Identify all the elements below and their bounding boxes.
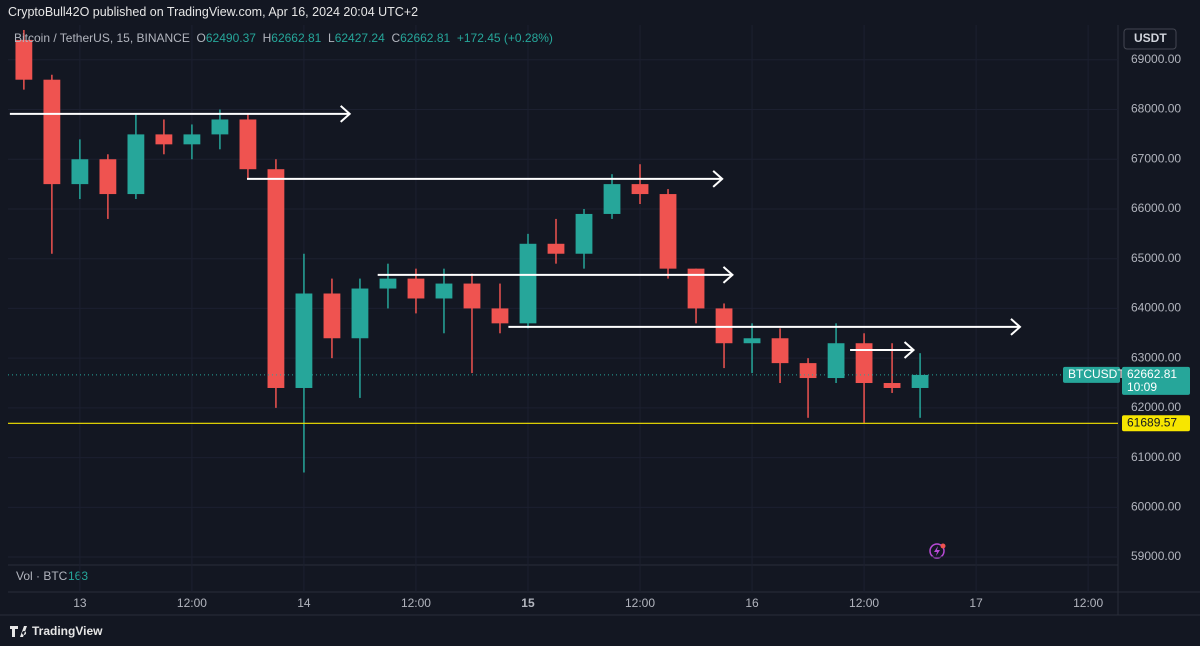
candle-body xyxy=(575,213,593,254)
symbol-label: BTCUSDT xyxy=(1068,367,1125,381)
publisher-line: CryptoBull42O published on TradingView.c… xyxy=(8,5,419,19)
alert-circle[interactable] xyxy=(929,543,945,559)
candle-body xyxy=(351,288,369,339)
price-label-bg xyxy=(1122,366,1190,395)
candle-body xyxy=(519,243,537,324)
candle-body xyxy=(547,243,565,254)
y-tick-label: 65000.00 xyxy=(1131,251,1181,265)
candle-body xyxy=(379,278,397,289)
y-tick-label: 69000.00 xyxy=(1131,52,1181,66)
arrow-head xyxy=(903,341,916,359)
candle-body xyxy=(267,169,285,388)
y-tick-label: 60000.00 xyxy=(1131,499,1181,513)
alert-bolt[interactable] xyxy=(934,546,940,556)
candle-body xyxy=(687,268,705,309)
candle-body xyxy=(323,293,341,339)
volume-label: Vol · BTC xyxy=(16,569,68,583)
arrow-head xyxy=(712,170,724,188)
low-value: 62427.24 xyxy=(334,31,385,45)
y-tick-label: 68000.00 xyxy=(1131,102,1181,116)
volume-value: 163 xyxy=(68,569,88,583)
brand-name: TradingView xyxy=(32,624,103,638)
candle-body xyxy=(15,39,33,80)
candle-body xyxy=(155,134,173,145)
countdown-label: 10:09 xyxy=(1127,380,1157,394)
x-tick-label: 17 xyxy=(969,596,983,610)
y-tick-label: 67000.00 xyxy=(1131,151,1181,165)
logo-icon xyxy=(10,626,27,637)
currency-label[interactable]: USDT xyxy=(1134,31,1167,45)
x-tick-label: 12:00 xyxy=(401,596,431,610)
horizontal-line-label: 61689.57 xyxy=(1127,415,1177,429)
candle-body xyxy=(407,278,425,299)
y-tick-label: 66000.00 xyxy=(1131,201,1181,215)
high-value: 62662.81 xyxy=(271,31,322,45)
candle-body xyxy=(239,119,257,170)
y-tick-label: 64000.00 xyxy=(1131,301,1181,315)
candle-body xyxy=(743,338,761,344)
open-value: 62490.37 xyxy=(205,31,256,45)
l-label: L xyxy=(328,31,335,45)
arrow-head xyxy=(340,105,352,123)
x-tick-label: 12:00 xyxy=(625,596,655,610)
arrow-head xyxy=(722,266,734,284)
candle-body xyxy=(435,283,453,299)
tradingview-logo xyxy=(10,626,27,637)
candle-body xyxy=(855,343,873,384)
candle-body xyxy=(127,134,145,195)
candle-body xyxy=(71,159,89,185)
candle-body xyxy=(799,363,817,379)
candle-body xyxy=(603,184,621,214)
candle-body xyxy=(911,374,929,388)
x-tick-label: 14 xyxy=(297,596,311,610)
candle-body xyxy=(491,308,509,324)
c-label: C xyxy=(391,31,401,45)
horizontal-line-label-bg xyxy=(1122,415,1190,432)
arrow-head xyxy=(1010,318,1022,336)
candle-body xyxy=(463,283,481,309)
x-tick-label: 12:00 xyxy=(177,596,207,610)
candle-body xyxy=(295,293,313,388)
price-label: 62662.81 xyxy=(1127,367,1177,381)
candle-body xyxy=(771,338,789,364)
h-label: H xyxy=(262,31,272,45)
close-value: 62662.81 xyxy=(400,31,451,45)
candle-body xyxy=(183,134,201,145)
currency-button[interactable] xyxy=(1123,28,1177,50)
candle-body xyxy=(715,308,733,344)
plot xyxy=(8,25,1118,592)
x-tick-label: 13 xyxy=(73,596,87,610)
candle-body xyxy=(883,383,901,388)
candle-body xyxy=(99,159,117,195)
candle-body xyxy=(827,343,845,379)
x-tick-label: 15 xyxy=(521,596,535,610)
x-tick-label: 16 xyxy=(745,596,759,610)
change-value: +172.45 (+0.28%) xyxy=(456,31,553,45)
alert-dot[interactable] xyxy=(940,543,946,549)
x-tick-label: 12:00 xyxy=(1073,596,1103,610)
symbol: Bitcoin / TetherUS, 15, BINANCE xyxy=(14,31,190,45)
y-tick-label: 62000.00 xyxy=(1131,400,1181,414)
candle-body xyxy=(631,184,649,195)
alert-icon[interactable] xyxy=(929,543,946,559)
candle-body xyxy=(211,119,229,135)
y-tick-label: 61000.00 xyxy=(1131,450,1181,464)
o-label: O xyxy=(196,31,206,45)
legend: Bitcoin / TetherUS, 15, BINANCE O 62490.3… xyxy=(14,31,553,45)
x-tick-label: 12:00 xyxy=(849,596,879,610)
candle-body xyxy=(659,194,677,269)
y-tick-label: 59000.00 xyxy=(1131,549,1181,563)
symbol-label-bg xyxy=(1063,366,1120,383)
y-tick-label: 63000.00 xyxy=(1131,350,1181,364)
candle-body xyxy=(43,79,61,185)
